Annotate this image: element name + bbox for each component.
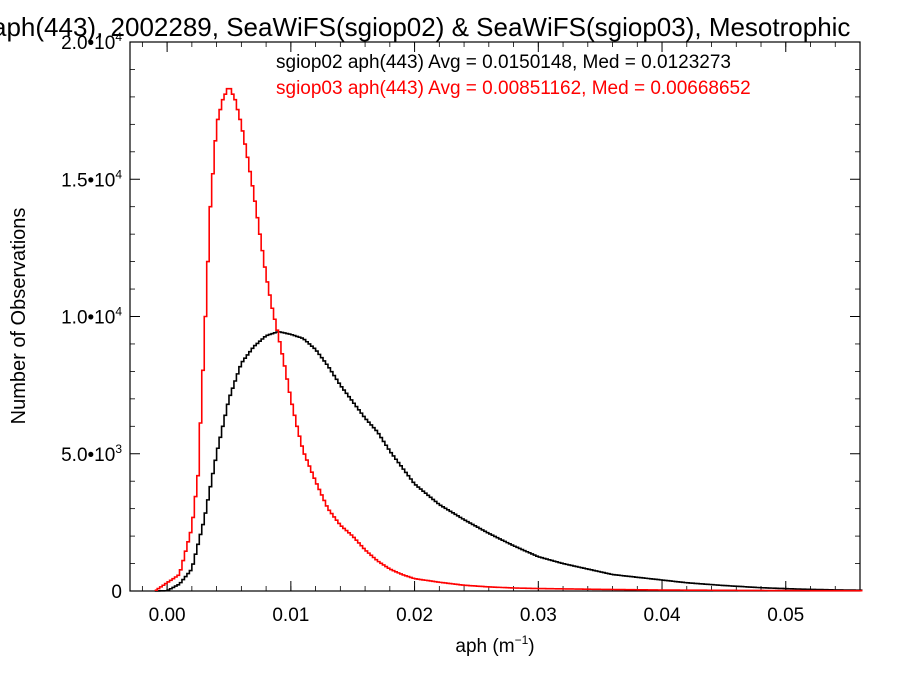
y-tick-label-main: 5.0•10 (61, 445, 115, 466)
series-group (154, 87, 863, 592)
y-tick-label: 1.5•104 (61, 167, 122, 191)
x-tick-label: 0.01 (272, 605, 309, 626)
y-tick-label-main: 1.0•10 (61, 308, 115, 329)
x-tick-label: 0.00 (149, 605, 186, 626)
legend-entry-sgiop03: sgiop03 aph(443) Avg = 0.00851162, Med =… (276, 78, 751, 99)
y-tick-label-exponent: 4 (115, 30, 122, 44)
plot-frame (129, 41, 861, 592)
y-tick-label-exponent: 3 (115, 442, 122, 456)
x-tick-label: 0.02 (396, 605, 433, 626)
x-axis: 0.00 0.01 0.02 0.03 0.04 0.05 (141, 42, 861, 626)
x-tick-label: 0.03 (520, 605, 557, 626)
y-axis-label: Number of Observations (8, 208, 30, 425)
y-tick-label: 2.0•104 (61, 30, 122, 54)
y-tick-label-main: 1.5•10 (61, 170, 115, 191)
series-line-sgiop03 (154, 87, 863, 592)
legend: sgiop02 aph(443) Avg = 0.0150148, Med = … (276, 52, 751, 99)
x-axis-label-sup: −1 (515, 633, 529, 647)
y-tick-label: 5.0•103 (61, 442, 122, 466)
x-axis-label-main: aph (m (455, 636, 514, 657)
y-tick-label: 0 (111, 582, 122, 603)
x-tick-label: 0.04 (644, 605, 681, 626)
x-axis-label: aph (m−1) (455, 633, 534, 657)
legend-entry-sgiop02: sgiop02 aph(443) Avg = 0.0150148, Med = … (276, 52, 731, 73)
x-axis-label-tail: ) (528, 636, 534, 657)
y-tick-label-main: 2.0•10 (61, 33, 115, 54)
chart-title: aph(443), 2002289, SeaWiFS(sgiop02) & Se… (0, 12, 850, 42)
x-tick-label: 0.05 (767, 605, 804, 626)
series-line-sgiop02 (154, 331, 863, 592)
y-tick-label: 1.0•104 (61, 305, 122, 329)
y-tick-label-main: 0 (111, 582, 122, 603)
y-tick-label-exponent: 4 (115, 305, 122, 319)
y-tick-label-exponent: 4 (115, 167, 122, 181)
